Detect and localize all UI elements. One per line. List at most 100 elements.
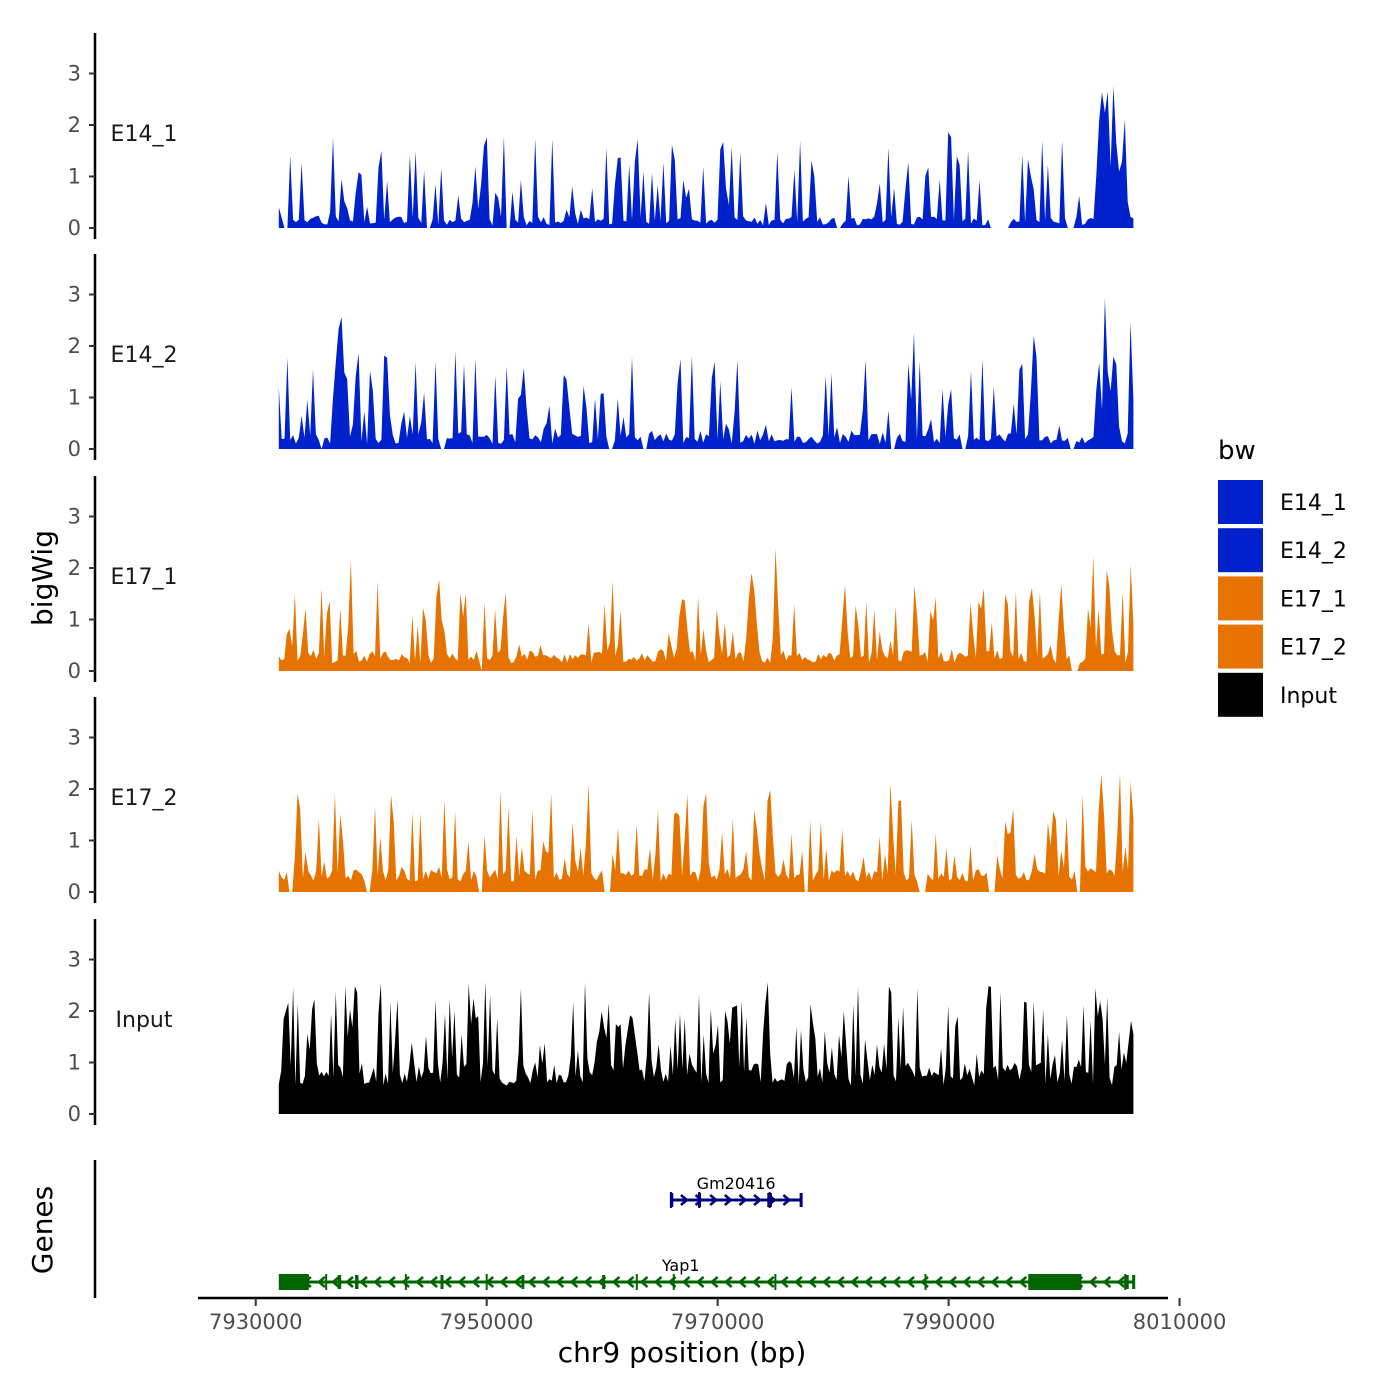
- strand-chevron: [359, 1276, 368, 1288]
- strand-chevron: [779, 1276, 789, 1288]
- x-tick-label: 7950000: [440, 1310, 534, 1334]
- y-tick-label: 3: [68, 948, 81, 972]
- strand-chevron: [429, 1276, 438, 1288]
- track-label: E17_2: [111, 786, 178, 811]
- exon-block: [278, 1274, 309, 1290]
- track-label: E14_2: [111, 343, 178, 368]
- strand-chevron: [401, 1276, 410, 1288]
- legend-item-e17-2: E17_2: [1218, 624, 1347, 669]
- gene-name-label: Gm20416: [697, 1174, 776, 1193]
- strand-chevron: [723, 1276, 733, 1288]
- track-panel-e14-1: 0 1 2 3 E14_1: [68, 33, 1134, 240]
- strand-chevron: [1018, 1276, 1028, 1288]
- legend-item-e14-2: E14_2: [1218, 528, 1347, 573]
- strand-chevron: [541, 1276, 551, 1288]
- y-tick-label: 2: [68, 556, 81, 580]
- strand-chevron: [345, 1276, 354, 1288]
- strand-chevron: [653, 1276, 663, 1288]
- gene-gm20416: Gm20416: [669, 1174, 803, 1208]
- legend-swatch: [1218, 624, 1263, 669]
- strand-chevron: [709, 1194, 719, 1206]
- strand-chevron: [316, 1276, 326, 1288]
- strand-chevron: [569, 1276, 579, 1288]
- y-tick-label: 1: [68, 829, 81, 853]
- track-panel-e17-2: 0 1 2 3 E17_2: [68, 697, 1134, 904]
- track-panel-e17-1: 0 1 2 3 E17_1: [68, 476, 1134, 683]
- strand-chevron: [948, 1276, 957, 1288]
- exon-block: [1125, 1275, 1129, 1289]
- signal-area: [278, 85, 1134, 228]
- exon-block: [670, 1193, 674, 1207]
- signal-area: [278, 298, 1134, 449]
- strand-chevron: [555, 1276, 565, 1288]
- strand-chevron: [513, 1276, 523, 1288]
- y-tick-label: 1: [68, 386, 81, 410]
- strand-chevron: [471, 1276, 481, 1288]
- legend-swatch: [1218, 480, 1263, 524]
- x-tick-label: 7930000: [209, 1310, 303, 1334]
- track-panel-e14-2: 0 1 2 3 E14_2: [68, 254, 1134, 461]
- strand-chevron: [709, 1276, 719, 1288]
- strand-chevron: [1116, 1276, 1126, 1288]
- strand-chevron: [934, 1276, 943, 1288]
- y-tick-label: 0: [68, 216, 81, 240]
- signal-area: [278, 547, 1134, 671]
- strand-chevron: [1102, 1276, 1112, 1288]
- legend-item-e17-1: E17_1: [1218, 576, 1347, 621]
- y-tick-label: 0: [68, 659, 81, 683]
- strand-chevron: [527, 1276, 537, 1288]
- track-label: E17_1: [111, 565, 178, 590]
- y-axis-title-genes: Genes: [26, 1186, 59, 1274]
- legend-label: E14_1: [1280, 491, 1347, 516]
- y-tick-label: 0: [68, 437, 81, 461]
- signal-area: [278, 772, 1134, 892]
- legend-swatch: [1218, 576, 1263, 621]
- legend-item-input: Input: [1218, 672, 1337, 717]
- strand-chevron: [680, 1194, 689, 1206]
- strand-chevron: [850, 1276, 859, 1288]
- strand-chevron: [499, 1276, 509, 1288]
- strand-chevron: [330, 1276, 340, 1288]
- strand-chevron: [782, 1194, 792, 1206]
- y-axis-title-bigwig: bigWig: [26, 530, 59, 626]
- y-tick-label: 0: [68, 880, 81, 904]
- exon-block: [698, 1193, 702, 1207]
- strand-chevron: [625, 1276, 635, 1288]
- track-label: E14_1: [111, 122, 178, 147]
- y-tick-label: 2: [68, 777, 81, 801]
- legend-item-e14-1: E14_1: [1218, 480, 1347, 524]
- strand-chevron: [878, 1276, 887, 1288]
- legend-swatch: [1218, 672, 1263, 717]
- y-tick-label: 1: [68, 1051, 81, 1075]
- strand-chevron: [611, 1276, 621, 1288]
- y-tick-label: 2: [68, 999, 81, 1023]
- x-tick-label: 8010000: [1133, 1310, 1227, 1334]
- strand-chevron: [807, 1276, 817, 1288]
- strand-chevron: [765, 1276, 775, 1288]
- exon-block: [602, 1275, 606, 1289]
- strand-chevron: [415, 1276, 424, 1288]
- y-tick-label: 1: [68, 608, 81, 632]
- strand-chevron: [681, 1276, 691, 1288]
- strand-chevron: [387, 1276, 396, 1288]
- strand-chevron: [1088, 1276, 1098, 1288]
- y-tick-label: 2: [68, 113, 81, 137]
- y-tick-label: 0: [68, 1102, 81, 1126]
- strand-chevron: [753, 1194, 763, 1206]
- signal-area: [278, 981, 1134, 1114]
- strand-chevron: [962, 1276, 971, 1288]
- y-tick-label: 3: [68, 62, 81, 86]
- strand-chevron: [821, 1276, 831, 1288]
- strand-chevron: [892, 1276, 901, 1288]
- strand-chevron: [373, 1276, 382, 1288]
- exon-block: [1132, 1275, 1136, 1289]
- exon-block: [521, 1275, 525, 1289]
- y-tick-label: 1: [68, 165, 81, 189]
- strand-chevron: [976, 1276, 986, 1288]
- strand-chevron: [695, 1276, 705, 1288]
- strand-chevron: [738, 1194, 748, 1206]
- gene-yap1: Yap1: [278, 1256, 1136, 1290]
- exon-block: [440, 1275, 444, 1289]
- legend-label: Input: [1280, 684, 1337, 709]
